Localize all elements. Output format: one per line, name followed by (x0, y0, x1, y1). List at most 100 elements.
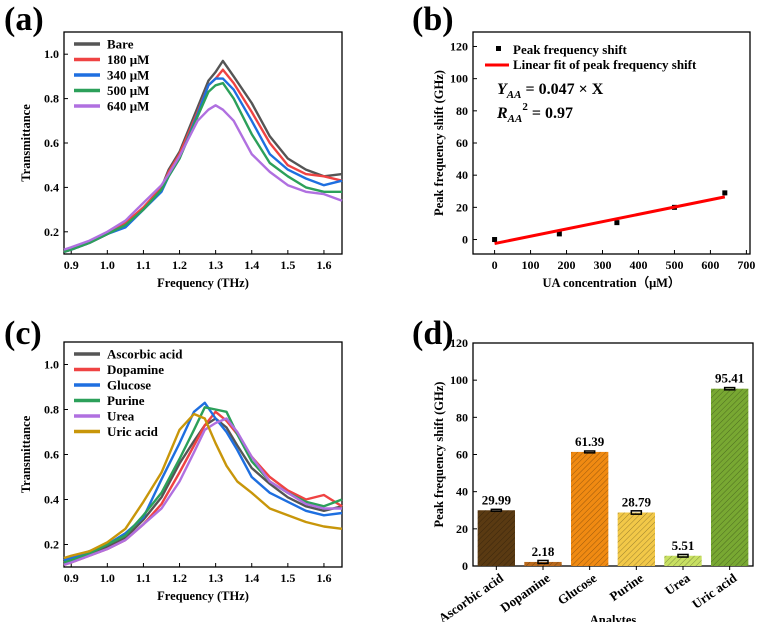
y-tick-label: 100 (450, 373, 468, 387)
x-axis-label: Frequency (THz) (157, 276, 249, 290)
x-tick-label: 0.9 (64, 571, 79, 585)
x-tick-label: Glucose (555, 570, 600, 608)
x-tick-label: Uric acid (689, 570, 740, 612)
y-tick-label: 0.8 (44, 92, 59, 106)
y-tick-label: 100 (450, 72, 468, 86)
x-tick-label: 1.0 (100, 258, 115, 272)
y-tick-label: 1.0 (44, 358, 59, 372)
y-axis-label: Peak frequency shift (GHz) (432, 382, 446, 528)
bar-value-label: 61.39 (575, 434, 605, 449)
x-tick-label: 300 (594, 258, 612, 272)
y-tick-label: 0.6 (44, 448, 59, 462)
x-tick-label: 1.5 (280, 571, 295, 585)
legend-label: 640 μM (107, 99, 149, 114)
y-tick-label: 1.0 (44, 47, 59, 61)
error-bar (630, 510, 643, 515)
x-axis-label: UA concentration（μM） (543, 275, 681, 290)
eq-y: Y (497, 81, 508, 98)
data-point (722, 190, 728, 196)
legend-label: Bare (107, 37, 134, 52)
x-tick-label: 1.4 (244, 571, 259, 585)
x-tick-label: 1.5 (280, 258, 295, 272)
legend-label: 340 μM (107, 68, 149, 83)
bar-hatch (664, 555, 702, 566)
legend-label: Uric acid (107, 424, 159, 439)
r-sup: 2 (522, 101, 528, 113)
x-tick-label: Purine (607, 570, 647, 604)
y-tick-label: 60 (456, 136, 468, 150)
r-sub: AA (507, 113, 523, 125)
legend-label: Purine (107, 393, 145, 408)
r-main: R (496, 105, 508, 122)
y-tick-label: 0.4 (44, 180, 59, 194)
legend-label: 180 μM (107, 52, 149, 67)
x-tick-label: 1.3 (208, 571, 223, 585)
bar-value-label: 29.99 (482, 492, 512, 507)
series-line-500-m (63, 81, 342, 253)
x-tick-label: 200 (558, 258, 576, 272)
x-tick-label: 1.6 (316, 258, 331, 272)
bar-value-label: 5.51 (672, 538, 695, 553)
x-axis-label: Frequency (THz) (157, 589, 249, 603)
y-tick-label: 120 (450, 39, 468, 53)
y-tick-label: 0.2 (44, 225, 59, 239)
y-tick-label: 0 (462, 233, 468, 247)
r-squared-text: RAA2 = 0.97 (496, 101, 573, 125)
panel-label: (d) (412, 315, 454, 352)
y-axis-label: Peak frequency shift (GHz) (432, 70, 446, 216)
bar-value-label: 28.79 (622, 494, 652, 509)
bar-value-label: 2.18 (532, 544, 555, 559)
error-bar (677, 553, 689, 558)
bar-hatch (571, 451, 609, 566)
x-tick-label: 1.6 (316, 571, 331, 585)
equation-text: YAA = 0.047 × X (497, 81, 604, 101)
error-bar (537, 559, 549, 565)
y-tick-label: 0.6 (44, 136, 59, 150)
panel-c: (c) 0.2 0.4 0.6 0.8 1.0 0.9 1.0 1.1 1.2 1.3 1.4 1.5 1… (4, 315, 343, 603)
y-tick-label: 20 (456, 200, 468, 214)
x-axis-label: Analytes (590, 613, 637, 622)
x-tick-label: 0.9 (64, 258, 79, 272)
x-tick-label: 1.3 (208, 258, 223, 272)
panel-label: (a) (4, 1, 44, 38)
eq-rest: = 0.047 × X (521, 81, 603, 98)
bar-hatch (477, 510, 515, 566)
legend-label: Urea (107, 409, 135, 424)
error-bar (583, 450, 596, 454)
panel-d: (d) 0 20 40 60 80 100 120 Analytes Peak frequency… (412, 315, 754, 622)
y-axis-label: Transmittance (19, 415, 33, 493)
series-line-640-m (63, 104, 343, 251)
series-line-urea (63, 417, 342, 566)
x-tick-label: 600 (701, 258, 719, 272)
y-tick-label: 0 (462, 559, 468, 573)
r-rest: = 0.97 (528, 105, 573, 122)
plot-frame (63, 341, 343, 568)
x-tick-label: 0 (492, 258, 498, 272)
x-tick-label: 1.1 (136, 571, 151, 585)
x-tick-label: 1.2 (172, 258, 187, 272)
legend-label: Dopamine (107, 362, 164, 377)
eq-sub: AA (506, 89, 522, 101)
y-tick-label: 40 (456, 168, 468, 182)
x-tick-label: 400 (629, 258, 647, 272)
x-tick-label: 500 (665, 258, 683, 272)
x-tick-label: 1.1 (136, 258, 151, 272)
x-tick-label: Dopamine (497, 570, 553, 615)
bar-hatch (711, 388, 749, 566)
series-line-ascorbic-acid (63, 417, 343, 564)
y-tick-label: 20 (456, 522, 468, 536)
bar-hatch (617, 512, 655, 566)
series-line-uric-acid (63, 412, 343, 560)
x-tick-label: Urea (662, 570, 693, 598)
y-axis-label: Transmittance (19, 104, 33, 182)
y-tick-label: 0.8 (44, 403, 59, 417)
bar-value-label: 95.41 (715, 371, 744, 386)
legend-label: Glucose (107, 378, 151, 393)
plot-frame (63, 31, 343, 255)
error-bar (723, 386, 736, 391)
panel-label: (c) (4, 315, 42, 352)
y-tick-label: 40 (456, 485, 468, 499)
y-tick-label: 80 (456, 104, 468, 118)
y-tick-label: 60 (456, 448, 468, 462)
data-point (556, 231, 562, 237)
